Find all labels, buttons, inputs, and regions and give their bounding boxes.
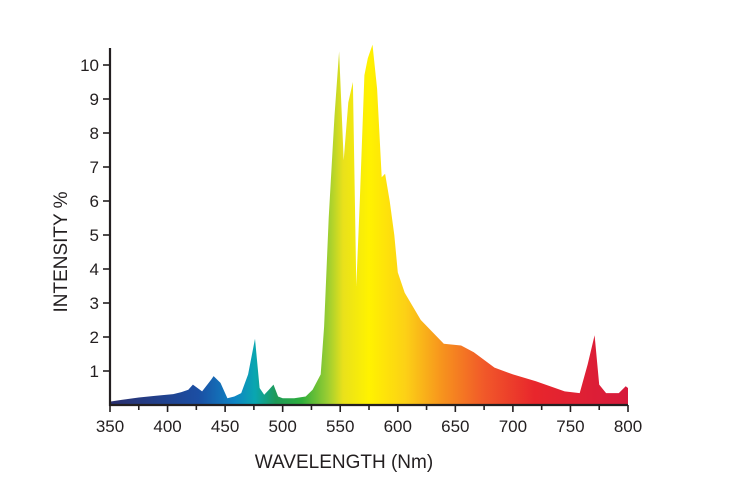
y-tick-label: 6 [90,192,99,211]
y-tick-label: 7 [90,158,99,177]
x-tick-label: 450 [211,417,239,436]
plot-area [110,44,628,405]
y-tick-label: 1 [90,362,99,381]
y-tick-label: 2 [90,328,99,347]
x-tick-label: 600 [384,417,412,436]
x-axis-ticks: 350 400 450 500 550 600 650 700 750 800 [96,405,642,436]
spectrum-area [110,44,628,405]
y-tick-label: 8 [90,124,99,143]
x-tick-label: 550 [326,417,354,436]
x-tick-label: 750 [556,417,584,436]
x-tick-label: 350 [96,417,124,436]
y-tick-label: 3 [90,294,99,313]
x-tick-label: 500 [268,417,296,436]
y-tick-label: 4 [90,260,99,279]
x-tick-label: 650 [441,417,469,436]
y-axis-label: INTENSITY % [51,191,72,312]
x-axis-label: WAVELENGTH (Nm) [255,452,433,473]
x-tick-label: 400 [153,417,181,436]
x-tick-label: 700 [499,417,527,436]
y-tick-label: 9 [90,90,99,109]
x-tick-label: 800 [614,417,642,436]
y-tick-label: 10 [80,56,99,75]
y-tick-label: 5 [90,226,99,245]
y-axis-ticks: 1 2 3 4 5 6 7 8 9 10 [80,56,110,381]
